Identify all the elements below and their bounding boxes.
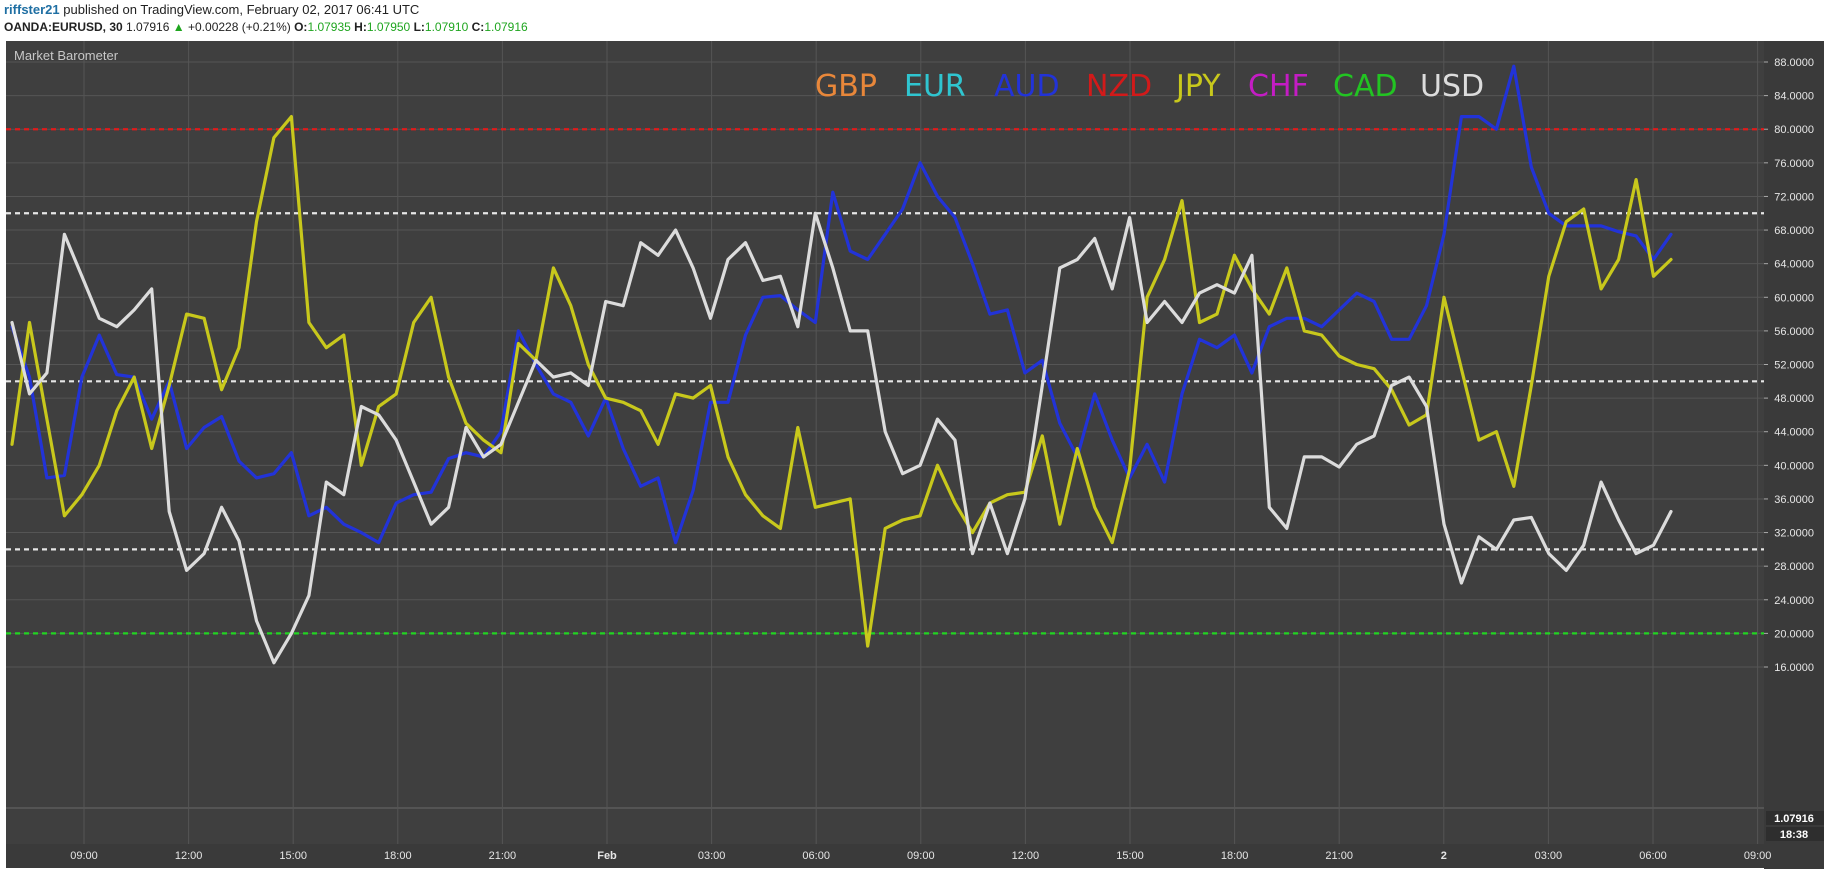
legend-entry-usd: USD [1420,69,1484,104]
legend-entry-jpy: JPY [1174,69,1221,104]
symbol-info-bar: OANDA:EURUSD, 30 1.07916 ▲ +0.00228 (+0.… [4,20,528,38]
x-tick-label: 2 [1441,850,1447,862]
series-line-jpy [10,114,1673,648]
author-link[interactable]: riffster21 [4,2,60,17]
legend-entry-cad: CAD [1333,69,1398,104]
legend-entry-aud: AUD [994,69,1060,104]
time-scale-label-bg [1766,827,1824,841]
low-label: L: [413,20,425,34]
x-tick-label: 03:00 [1535,850,1563,862]
x-tick-label: 03:00 [698,850,726,862]
x-tick-label: 18:00 [384,850,412,862]
y-tick-label: 24.0000 [1774,595,1814,607]
price-scale-label: 1.07916 [1774,813,1814,825]
time-axis[interactable] [6,844,1764,868]
y-tick-label: 76.0000 [1774,158,1814,170]
price-scale-label-bg [1766,811,1824,825]
y-tick-label: 28.0000 [1774,561,1814,573]
open-label: O: [294,20,308,34]
x-tick-label: 12:00 [175,850,203,862]
x-tick-label: 21:00 [1325,850,1353,862]
low-value: 1.07910 [424,20,469,34]
close-value: 1.07916 [484,20,528,34]
y-tick-label: 40.0000 [1774,460,1814,472]
high-label: H: [354,20,367,34]
y-tick-label: 36.0000 [1774,494,1814,506]
published-text: published on TradingView.com, February 0… [63,2,420,17]
x-tick-label: 09:00 [907,850,935,862]
x-tick-label: 06:00 [1639,850,1667,862]
y-tick-label: 48.0000 [1774,393,1814,405]
last-price: 1.07916 [126,20,170,34]
y-tick-label: 84.0000 [1774,91,1814,103]
publish-info: riffster21 published on TradingView.com,… [4,2,419,20]
price-change: +0.00228 (+0.21%) [188,20,291,34]
legend-entry-nzd: NZD [1086,69,1152,104]
x-tick-label: 18:00 [1221,850,1249,862]
y-tick-label: 88.0000 [1774,57,1814,69]
price-axis[interactable] [1764,41,1824,869]
y-tick-label: 32.0000 [1774,528,1814,540]
series-line-aud [10,64,1673,545]
series-line-usd [10,211,1673,665]
x-tick-label: 06:00 [802,850,830,862]
chart-container[interactable]: 88.0000 84.0000 80.0000 76.0000 72.0000 68.00… [0,41,1824,869]
high-value: 1.07950 [366,20,411,34]
time-scale-label: 18:38 [1780,829,1808,841]
y-tick-label: 60.0000 [1774,292,1814,304]
x-tick-label: 09:00 [1744,850,1772,862]
y-tick-label: 20.0000 [1774,628,1814,640]
y-tick-label: 44.0000 [1774,427,1814,439]
x-tick-label: 12:00 [1012,850,1040,862]
legend-entry-chf: CHF [1248,69,1309,104]
open-value: 1.07935 [307,20,351,34]
chart-title: Market Barometer [14,48,119,63]
y-tick-label: 16.0000 [1774,662,1814,674]
y-tick-label: 64.0000 [1774,259,1814,271]
symbol-name: OANDA:EURUSD, 30 [4,20,123,34]
x-tick-label: 09:00 [70,850,98,862]
close-label: C: [471,20,485,34]
y-tick-label: 68.0000 [1774,225,1814,237]
legend-entry-gbp: GBP [815,69,877,104]
x-tick-label: 21:00 [489,850,517,862]
x-tick-label: 15:00 [1116,850,1144,862]
legend-entry-eur: EUR [904,69,966,104]
market-barometer-chart[interactable]: 88.0000 84.0000 80.0000 76.0000 72.0000 68.00… [0,41,1824,869]
y-tick-label: 52.0000 [1774,360,1814,372]
up-arrow-icon: ▲ [172,20,185,34]
y-tick-label: 80.0000 [1774,124,1814,136]
y-tick-label: 56.0000 [1774,326,1814,338]
y-tick-label: 72.0000 [1774,191,1814,203]
x-tick-label: Feb [597,850,617,862]
plot-background [6,41,1764,844]
x-tick-label: 15:00 [279,850,307,862]
